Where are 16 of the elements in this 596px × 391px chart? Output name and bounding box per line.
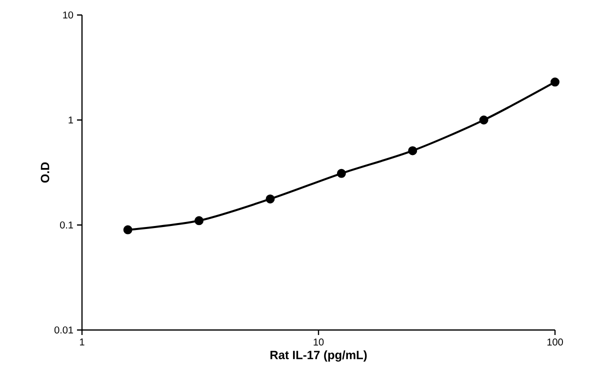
point [550, 78, 560, 87]
x-tick-label: 1 [80, 338, 84, 346]
x-axis-title: Rat IL-17 (pg/mL) [270, 350, 367, 362]
x-tick-label: 100 [547, 338, 563, 346]
x-tick-label: 10 [314, 338, 324, 346]
y-tick-label: 0.01 [54, 326, 74, 334]
y-tick-label: 1 [68, 116, 74, 124]
point [336, 168, 346, 178]
point [408, 146, 418, 156]
point [123, 225, 132, 234]
point [266, 194, 275, 204]
y-tick-label: 0.1 [60, 221, 74, 229]
point [194, 216, 204, 226]
y-tick-label: 10 [63, 11, 74, 19]
y-axis-title: O.D [40, 162, 50, 183]
point [479, 116, 488, 124]
